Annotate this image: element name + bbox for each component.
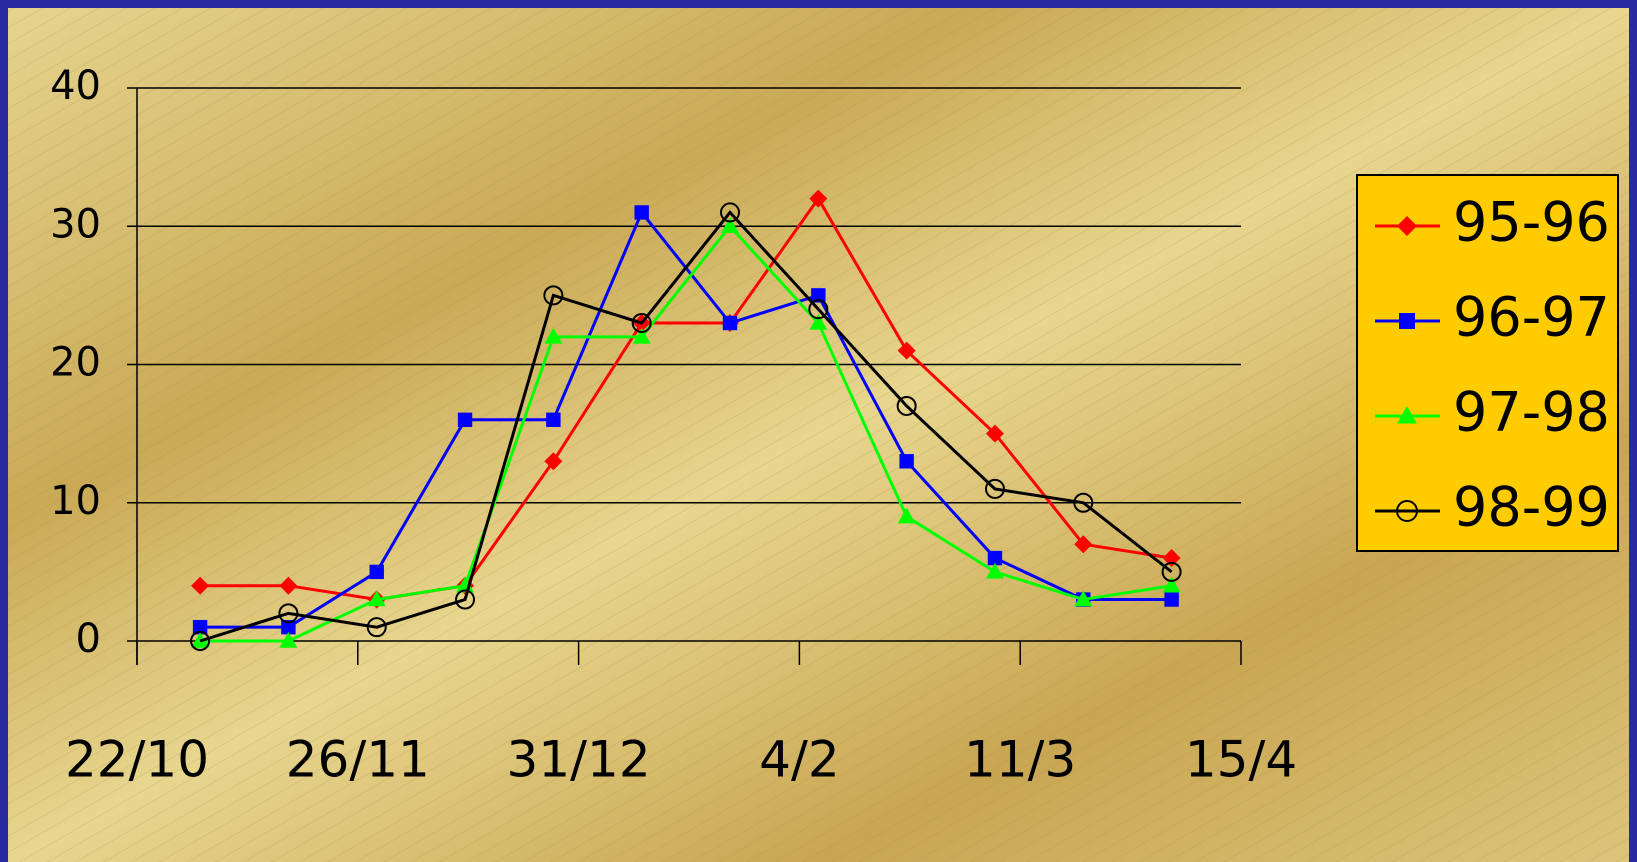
data-point	[985, 424, 1004, 443]
data-point	[897, 507, 916, 524]
legend-box	[1356, 174, 1619, 552]
data-point	[457, 412, 473, 427]
x-tick-label: 26/11	[286, 731, 430, 789]
y-tick-label: 10	[50, 478, 101, 524]
data-point	[191, 576, 210, 595]
data-point	[632, 327, 651, 344]
data-point	[279, 576, 298, 595]
data-point	[896, 395, 917, 416]
y-tick-label: 0	[76, 616, 101, 662]
data-point	[367, 590, 386, 607]
data-point	[1073, 492, 1094, 513]
data-point	[278, 603, 299, 624]
data-point	[544, 452, 563, 471]
y-tick-label: 30	[50, 201, 101, 247]
data-point	[721, 217, 740, 233]
data-point	[369, 564, 384, 580]
x-tick-label: 4/2	[759, 731, 839, 789]
data-point	[722, 315, 738, 331]
data-point	[1162, 549, 1181, 568]
data-point	[1164, 592, 1179, 607]
data-point	[1161, 561, 1182, 582]
series-line	[200, 223, 1172, 643]
x-tick-label: 15/4	[1185, 731, 1297, 789]
data-point	[1074, 535, 1093, 554]
y-tick-label: 20	[50, 340, 101, 386]
legend-marker	[1397, 406, 1417, 424]
legend-marker	[1397, 216, 1417, 236]
data-point	[279, 632, 298, 648]
data-point	[985, 562, 1004, 579]
legend-marker	[1396, 500, 1418, 522]
data-point	[809, 189, 828, 208]
data-point	[808, 299, 829, 320]
legend-label: 96-97	[1453, 286, 1610, 349]
data-point	[987, 550, 1003, 566]
data-point	[544, 327, 563, 344]
data-point	[455, 589, 476, 610]
data-point	[720, 202, 741, 223]
data-point	[546, 412, 561, 427]
data-point	[1162, 576, 1181, 593]
data-point	[809, 314, 828, 330]
data-point	[190, 631, 211, 651]
legend-label: 98-99	[1453, 476, 1610, 539]
legend-marker	[1399, 313, 1415, 329]
data-point	[366, 617, 387, 638]
x-tick-label: 11/3	[964, 731, 1076, 789]
data-point	[984, 478, 1005, 499]
data-point	[634, 205, 649, 220]
data-point	[811, 288, 826, 303]
series-line	[199, 210, 1173, 643]
legend-label: 97-98	[1453, 381, 1610, 444]
x-tick-label: 31/12	[507, 731, 651, 789]
data-point	[897, 341, 916, 360]
legend-label: 95-96	[1453, 191, 1610, 254]
x-tick-label: 22/10	[65, 731, 209, 789]
data-point	[1074, 590, 1093, 607]
y-tick-label: 40	[50, 63, 101, 109]
data-point	[192, 619, 208, 635]
data-point	[543, 285, 564, 306]
series-line	[200, 195, 1172, 602]
data-point	[281, 619, 296, 635]
data-point	[631, 313, 652, 334]
data-point	[899, 454, 914, 469]
